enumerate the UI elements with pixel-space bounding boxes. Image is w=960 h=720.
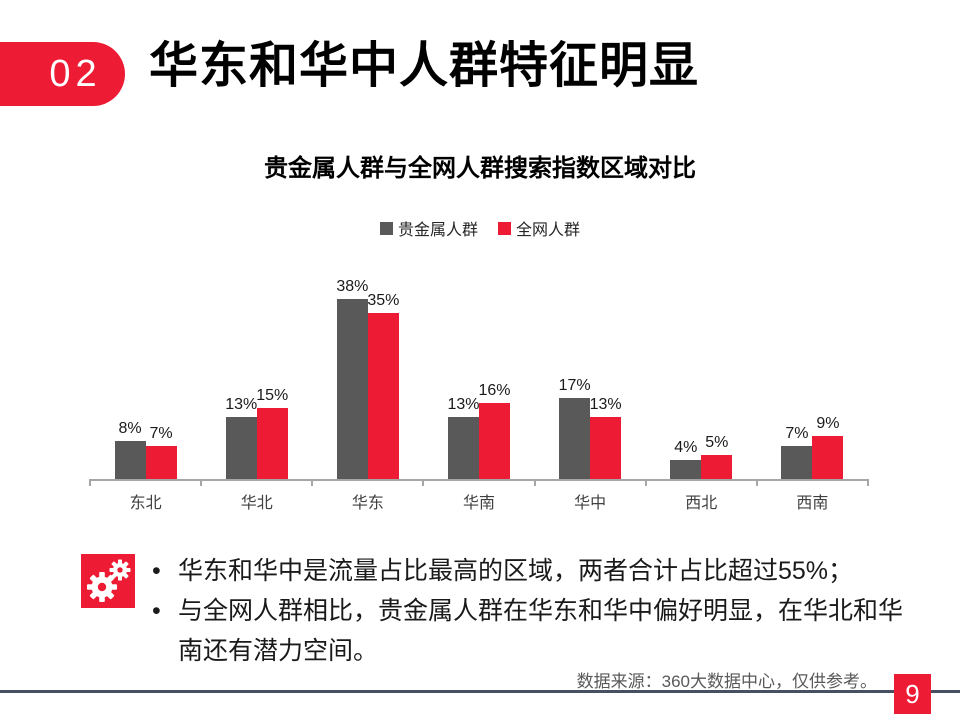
x-axis-tick [867,479,869,486]
section-number: 02 [49,52,102,95]
chart-legend: 贵金属人群 全网人群 [0,216,960,240]
x-axis-tick [533,479,536,486]
bar [559,398,591,479]
bar-column: 38% [336,277,369,479]
bar-value-label: 7% [785,424,809,442]
chart-title: 贵金属人群与全网人群搜索指数区域对比 [264,155,696,182]
bar-value-label: 8% [118,420,142,437]
bar-column: 13% [225,396,258,479]
bar-value-label: 9% [816,415,840,433]
bar-value-label: 16% [478,382,511,399]
x-axis-tick [89,479,91,486]
bar [812,436,844,479]
bar [367,312,399,479]
category-label: 西北 [685,495,718,512]
page-number-badge: 9 [894,674,931,714]
category-label: 东北 [129,495,162,512]
category-label: 西南 [796,495,829,512]
bar [478,403,510,479]
bar [670,460,702,479]
bar [590,417,622,479]
data-source-note: 数据来源：360大数据中心，仅供参考。 [576,672,877,691]
bar-group: 13% 16% [423,289,534,479]
bar [256,407,288,479]
legend-swatch-icon [498,221,511,235]
section-number-badge: 02 [0,42,125,106]
bar-column: 7% [145,424,177,479]
x-axis-tick [200,479,203,486]
bar-value-label: 4% [674,439,698,456]
bar-value-label: 7% [149,424,173,442]
bar-value-label: 15% [256,386,289,404]
bar [447,417,479,479]
bar-column: 13% [589,396,622,479]
bar [114,441,146,479]
category-label: 华北 [240,495,273,512]
gears-icon [81,554,135,608]
bar [336,298,368,479]
legend-item: 全网人群 [498,216,580,240]
bar [145,445,177,479]
x-axis-tick [644,479,647,486]
bar-group: 38% 35% [312,278,423,479]
x-axis-tick [422,479,425,486]
bar-group: 13% 15% [201,289,312,479]
bar-column: 4% [670,439,702,479]
bar-column: 7% [781,424,813,479]
bar-value-label: 13% [225,396,258,414]
insight-list: 华东和华中是流量占比最高的区域，两者合计占比超过55%； 与全网人群相比，贵金属… [150,551,912,671]
page-number: 9 [905,678,920,709]
bar [781,445,813,479]
bar-value-label: 5% [705,434,729,452]
bar-group: 8% 7% [90,289,201,479]
plot-area: 8% 7% 13% 15% 38% 35% 13% 16% 17% 13% 4% 5% 7% 9% [89,278,869,486]
bar-group: 4% 5% [646,289,757,479]
bar-column: 9% [812,415,844,479]
bar-value-label: 38% [336,277,369,295]
bar-column: 35% [367,291,400,479]
bar-column: 8% [114,420,146,479]
bar [225,417,257,479]
x-axis-labels: 东北 华北 华东 华南 华中 西北 西南 [90,489,868,513]
legend-item: 贵金属人群 [379,216,478,240]
insight-bullet: 华东和华中是流量占比最高的区域，两者合计占比超过55%； [150,551,912,591]
x-axis-tick [311,479,314,486]
category-label: 华东 [351,495,384,512]
legend-label: 贵金属人群 [397,222,478,239]
legend-swatch-icon [379,221,393,235]
bar-column: 17% [558,377,591,479]
bar-group: 17% 13% [535,289,646,479]
bar-value-label: 17% [558,377,591,395]
page-title: 华东和华中人群特征明显 [149,39,700,93]
insight-bullet: 与全网人群相比，贵金属人群在华东和华中偏好明显，在华北和华南还有潜力空间。 [150,591,912,671]
bar-column: 5% [701,434,733,479]
x-axis-tick [755,479,758,486]
legend-label: 全网人群 [516,222,581,239]
bar-group: 7% 9% [757,289,868,479]
bar [701,455,733,479]
footer-divider [0,690,960,693]
bar-value-label: 13% [447,396,480,414]
bar-value-label: 13% [589,396,622,414]
bar-column: 13% [447,396,480,479]
category-label: 华南 [462,495,495,512]
bar-column: 16% [478,382,511,479]
category-label: 华中 [574,495,607,512]
bar-value-label: 35% [367,291,400,309]
bar-column: 15% [256,386,289,479]
